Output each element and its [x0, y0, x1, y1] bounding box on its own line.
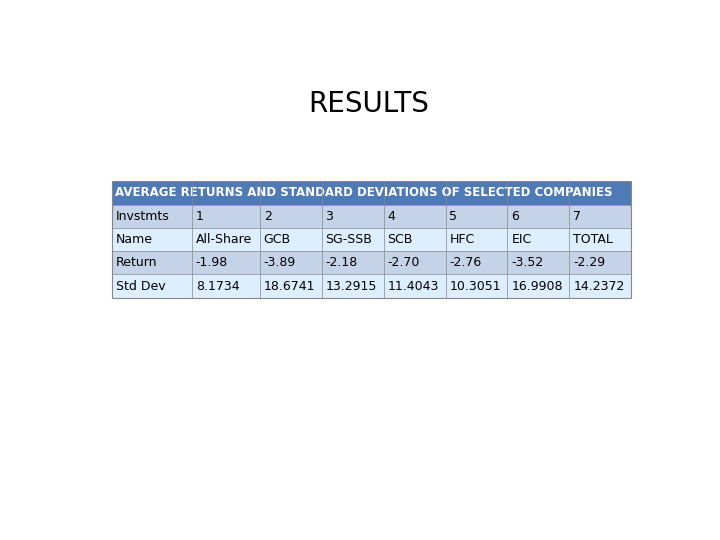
Text: -2.70: -2.70	[387, 256, 420, 269]
Text: 11.4043: 11.4043	[387, 280, 439, 293]
Text: -2.18: -2.18	[325, 256, 358, 269]
Text: 14.2372: 14.2372	[573, 280, 625, 293]
Bar	[112, 274, 631, 298]
Text: -1.98: -1.98	[196, 256, 228, 269]
Bar	[112, 251, 631, 274]
Text: 2: 2	[264, 210, 271, 222]
Text: AVERAGE RETURNS AND STANDARD DEVIATIONS OF SELECTED COMPANIES: AVERAGE RETURNS AND STANDARD DEVIATIONS …	[115, 186, 613, 199]
Text: SG-SSB: SG-SSB	[325, 233, 372, 246]
Text: 8.1734: 8.1734	[196, 280, 240, 293]
Text: 6: 6	[511, 210, 519, 222]
Text: RESULTS: RESULTS	[309, 90, 429, 118]
Text: HFC: HFC	[449, 233, 474, 246]
Text: SCB: SCB	[387, 233, 413, 246]
Text: 3: 3	[325, 210, 333, 222]
Bar	[112, 228, 631, 251]
Text: -2.76: -2.76	[449, 256, 482, 269]
Text: Name: Name	[116, 233, 153, 246]
Text: 1: 1	[196, 210, 204, 222]
Text: 16.9908: 16.9908	[511, 280, 563, 293]
Text: 18.6741: 18.6741	[264, 280, 315, 293]
Text: -3.52: -3.52	[511, 256, 544, 269]
Text: All-Share: All-Share	[196, 233, 252, 246]
Text: 13.2915: 13.2915	[325, 280, 377, 293]
Text: TOTAL: TOTAL	[573, 233, 613, 246]
Text: 10.3051: 10.3051	[449, 280, 501, 293]
Text: EIC: EIC	[511, 233, 531, 246]
Text: GCB: GCB	[264, 233, 291, 246]
Text: 4: 4	[387, 210, 395, 222]
Text: Invstmts: Invstmts	[116, 210, 170, 222]
Bar	[112, 205, 631, 228]
Text: Std Dev: Std Dev	[116, 280, 166, 293]
Text: 5: 5	[449, 210, 457, 222]
Bar	[112, 181, 631, 205]
Text: -2.29: -2.29	[573, 256, 606, 269]
Text: 7: 7	[573, 210, 581, 222]
Text: Return: Return	[116, 256, 158, 269]
Text: -3.89: -3.89	[264, 256, 296, 269]
